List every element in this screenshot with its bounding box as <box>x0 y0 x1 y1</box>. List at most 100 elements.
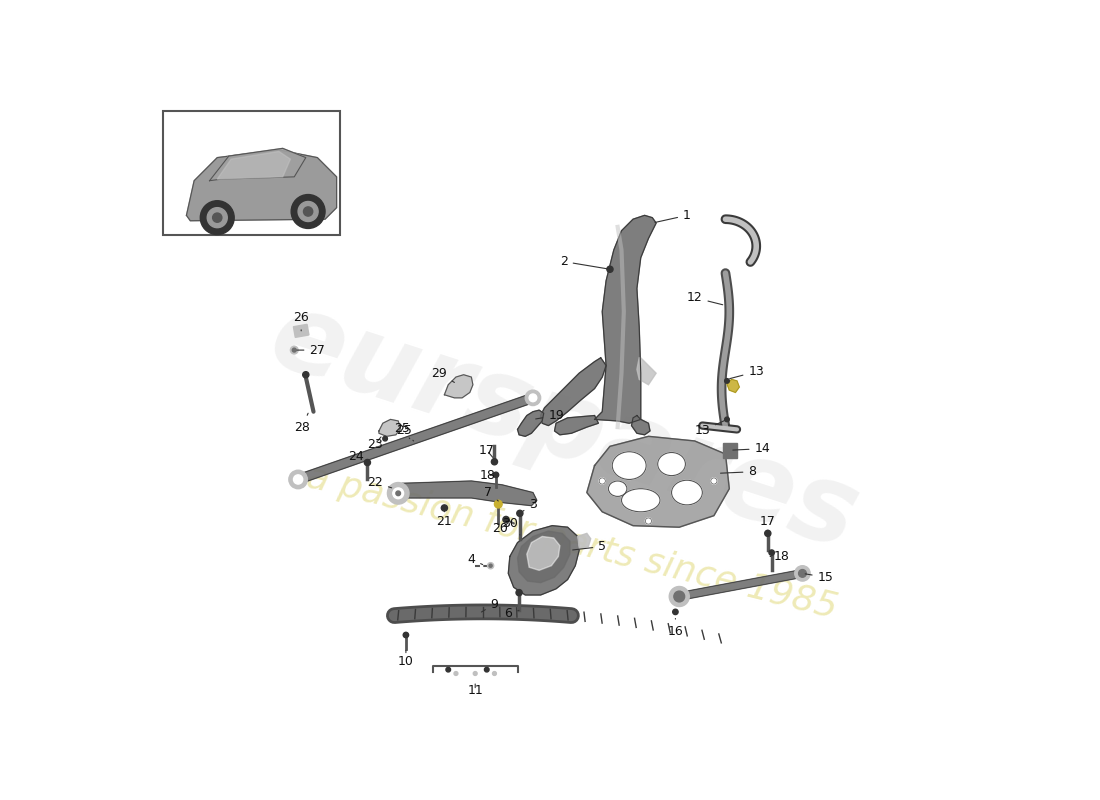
Circle shape <box>293 348 296 352</box>
Text: 2: 2 <box>560 255 607 269</box>
Circle shape <box>769 550 774 555</box>
Polygon shape <box>637 358 656 385</box>
Text: eurspares: eurspares <box>257 282 870 572</box>
Circle shape <box>495 500 503 508</box>
Circle shape <box>490 564 492 567</box>
Text: 27: 27 <box>297 344 326 357</box>
Text: 9: 9 <box>482 598 498 612</box>
Circle shape <box>503 517 509 522</box>
Circle shape <box>207 208 228 228</box>
Circle shape <box>212 213 222 222</box>
Circle shape <box>383 436 387 441</box>
Circle shape <box>298 202 318 222</box>
Circle shape <box>473 671 477 675</box>
Text: 28: 28 <box>294 414 310 434</box>
Circle shape <box>517 510 522 517</box>
Ellipse shape <box>608 481 627 496</box>
Ellipse shape <box>621 489 660 512</box>
Bar <box>294 324 309 338</box>
Text: 13: 13 <box>729 365 764 378</box>
Circle shape <box>304 207 312 216</box>
Polygon shape <box>378 419 400 436</box>
Text: 18: 18 <box>770 550 790 563</box>
Text: 23: 23 <box>367 437 383 450</box>
Circle shape <box>393 488 404 498</box>
Circle shape <box>526 390 541 406</box>
Text: 13: 13 <box>694 421 725 438</box>
Polygon shape <box>727 379 739 393</box>
Circle shape <box>294 475 302 484</box>
Text: 20: 20 <box>492 522 508 535</box>
Text: 8: 8 <box>720 466 757 478</box>
Polygon shape <box>679 570 803 600</box>
Circle shape <box>669 586 690 606</box>
Circle shape <box>764 530 771 537</box>
Polygon shape <box>517 410 543 436</box>
Text: 4: 4 <box>468 553 483 566</box>
Polygon shape <box>527 537 560 570</box>
Polygon shape <box>209 148 306 181</box>
Polygon shape <box>444 374 473 398</box>
Circle shape <box>725 378 729 383</box>
Circle shape <box>646 518 651 524</box>
Circle shape <box>600 478 605 484</box>
Circle shape <box>364 459 371 466</box>
Text: 16: 16 <box>668 618 683 638</box>
Text: 18: 18 <box>480 469 495 482</box>
Circle shape <box>484 667 490 672</box>
Text: 1: 1 <box>654 209 691 222</box>
Text: 24: 24 <box>348 450 367 463</box>
Circle shape <box>487 562 494 569</box>
Text: 29: 29 <box>431 366 454 382</box>
Polygon shape <box>393 481 537 506</box>
Circle shape <box>454 671 458 675</box>
Circle shape <box>292 194 326 229</box>
Text: 25: 25 <box>396 425 414 441</box>
Text: 3: 3 <box>522 498 537 512</box>
Text: 10: 10 <box>398 650 414 669</box>
Polygon shape <box>517 531 570 582</box>
Circle shape <box>799 570 806 578</box>
Text: 6: 6 <box>505 607 519 620</box>
Text: 14: 14 <box>733 442 770 455</box>
Text: a passion for parts since 1985: a passion for parts since 1985 <box>302 460 840 625</box>
Bar <box>723 442 737 458</box>
Circle shape <box>387 482 409 504</box>
Circle shape <box>396 491 400 496</box>
Circle shape <box>441 505 448 511</box>
Text: 11: 11 <box>468 684 483 697</box>
Circle shape <box>404 632 408 638</box>
Circle shape <box>673 610 678 614</box>
Text: 7: 7 <box>484 486 498 501</box>
Polygon shape <box>186 150 337 221</box>
Ellipse shape <box>613 452 646 479</box>
Text: 17: 17 <box>760 514 775 531</box>
Circle shape <box>711 478 717 484</box>
Circle shape <box>493 671 496 675</box>
Polygon shape <box>297 394 535 484</box>
Circle shape <box>493 472 498 478</box>
Circle shape <box>516 590 522 596</box>
Text: 22: 22 <box>367 476 392 489</box>
Circle shape <box>794 566 810 581</box>
Text: 17: 17 <box>478 444 495 458</box>
Text: 26: 26 <box>294 311 309 331</box>
Ellipse shape <box>671 480 703 505</box>
Polygon shape <box>218 151 290 179</box>
Text: 5: 5 <box>573 540 606 553</box>
Circle shape <box>529 394 537 402</box>
Text: 15: 15 <box>805 570 834 584</box>
Circle shape <box>674 591 684 602</box>
Bar <box>163 111 341 234</box>
Ellipse shape <box>658 453 685 476</box>
Polygon shape <box>587 436 729 527</box>
Circle shape <box>290 346 298 354</box>
Polygon shape <box>554 415 598 435</box>
Circle shape <box>200 201 234 234</box>
Text: 19: 19 <box>536 409 564 422</box>
Circle shape <box>289 470 307 489</box>
Circle shape <box>492 458 497 465</box>
Circle shape <box>446 667 451 672</box>
Text: 30: 30 <box>502 517 520 535</box>
Circle shape <box>302 372 309 378</box>
